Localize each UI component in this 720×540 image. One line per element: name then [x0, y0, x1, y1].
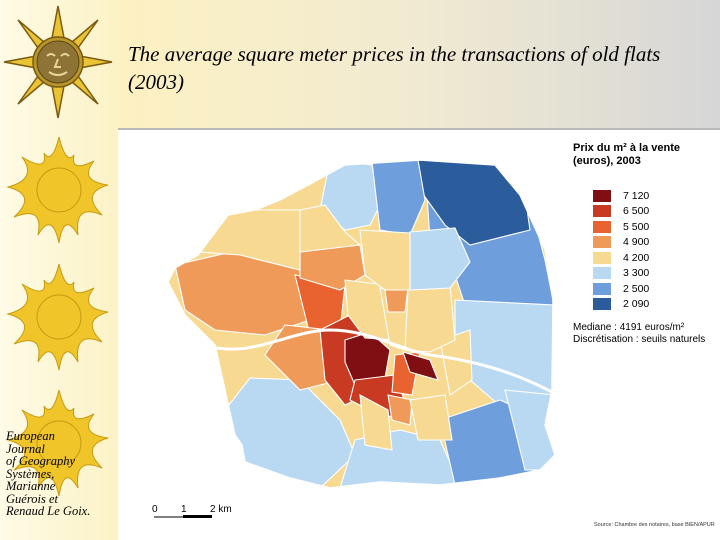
legend-value: 4 900 [623, 236, 650, 249]
credit-line: Journal [6, 441, 45, 456]
legend-item: 4 200 [573, 250, 713, 266]
legend-swatch [593, 267, 611, 280]
credit-line: of Geography [6, 454, 76, 468]
legend-value: 3 300 [623, 267, 650, 280]
method-note: Discrétisation : seuils naturels [573, 334, 706, 345]
map-district [404, 284, 456, 353]
credit-line: Marianne [6, 479, 56, 493]
legend-swatch [593, 251, 611, 264]
map-district [409, 394, 453, 441]
legend-item: 2 500 [573, 281, 713, 297]
legend-swatch [593, 236, 611, 249]
map-legend: Prix du m² à la vente (euros), 2003 7 12… [573, 142, 713, 346]
sun-icon [6, 389, 109, 497]
median-note: Mediane : 4191 euros/m² [573, 322, 685, 333]
map-district [387, 394, 413, 426]
legend-value: 2 090 [623, 298, 650, 311]
legend-list: 7 120 6 500 5 500 4 900 4 200 3 300 2 50… [573, 188, 713, 312]
map-district [402, 351, 439, 381]
legend-item: 2 090 [573, 297, 713, 313]
legend-title: Prix du m² à la vente (euros), 2003 [573, 142, 680, 167]
map-district [384, 287, 409, 313]
legend-swatch [593, 189, 611, 202]
legend-item: 6 500 [573, 204, 713, 220]
credit-line: European [6, 429, 55, 443]
sun-icon [6, 263, 109, 371]
title-divider [118, 128, 720, 130]
sun-icon [6, 136, 109, 244]
legend-value: 5 500 [623, 220, 650, 233]
seine-river [204, 328, 553, 394]
legend-value: 6 500 [623, 205, 650, 218]
paris-price-map [167, 159, 556, 489]
legend-note: Mediane : 4191 euros/m² Discrétisation :… [573, 322, 713, 346]
slide-title: The average square meter prices in the t… [128, 42, 661, 94]
city-boundary [167, 159, 556, 489]
map-district [359, 229, 411, 291]
credit-line: Systèmes, [6, 466, 55, 481]
map-district [504, 389, 555, 471]
legend-item: 4 900 [573, 235, 713, 251]
credit-line: Guérois et [6, 491, 58, 506]
scale-label-2: 2 km [210, 504, 232, 515]
legend-item: 7 120 [573, 188, 713, 204]
scale-bar: 0 1 2 km [152, 504, 232, 518]
legend-item: 3 300 [573, 266, 713, 282]
title-band [118, 0, 720, 130]
credit-line: Renaud Le Goix. [6, 504, 91, 518]
map-source: Source: Chambre des notaires, base BIEN/… [594, 522, 715, 528]
scale-label-1: 1 [181, 504, 187, 515]
map-district [439, 329, 473, 396]
legend-swatch [593, 205, 611, 218]
legend-value: 2 500 [623, 282, 650, 295]
sun-face-icon [3, 5, 113, 119]
credit-text: European Journal of Geography Systèmes, … [6, 430, 116, 518]
legend-swatch [593, 298, 611, 311]
legend-value: 4 200 [623, 251, 650, 264]
map-district [299, 204, 362, 253]
scale-label-0: 0 [152, 504, 158, 515]
legend-swatch [593, 282, 611, 295]
legend-item: 5 500 [573, 219, 713, 235]
map-district [359, 394, 393, 451]
legend-swatch [593, 220, 611, 233]
legend-value: 7 120 [623, 189, 650, 202]
